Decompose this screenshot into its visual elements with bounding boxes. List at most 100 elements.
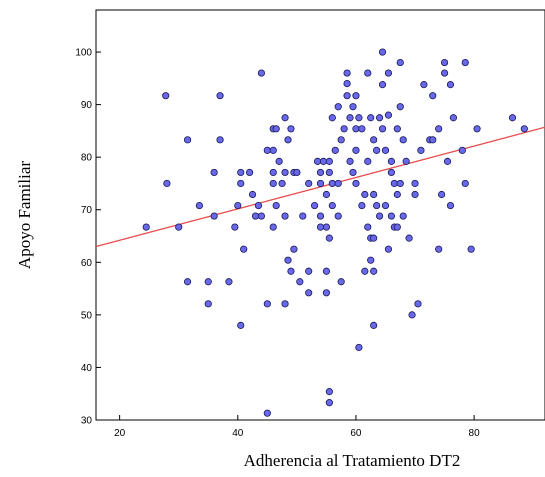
data-point	[210, 212, 218, 220]
data-point	[461, 179, 469, 188]
data-point	[399, 136, 407, 144]
data-point	[319, 157, 328, 165]
data-point	[387, 212, 395, 220]
data-point	[396, 58, 404, 67]
data-point	[284, 136, 292, 144]
data-point	[349, 103, 357, 111]
y-tick-label: 70	[81, 205, 93, 216]
data-point	[305, 179, 313, 188]
data-point	[142, 223, 150, 231]
data-point	[237, 179, 245, 188]
data-point	[361, 267, 369, 275]
data-point	[204, 278, 212, 286]
data-point	[334, 179, 342, 188]
data-point	[358, 125, 366, 133]
data-point	[284, 256, 292, 264]
data-point	[370, 234, 378, 242]
y-tick-label: 90	[81, 100, 93, 111]
data-point	[443, 157, 452, 165]
data-point	[272, 125, 280, 133]
data-point	[384, 111, 393, 119]
y-axis-title: Apoyo Familiar	[15, 161, 34, 269]
data-point	[183, 278, 192, 286]
data-point	[305, 289, 313, 297]
data-point	[402, 157, 410, 165]
data-point	[322, 223, 331, 231]
data-point	[175, 223, 183, 231]
data-point	[352, 125, 360, 133]
data-point	[435, 245, 443, 253]
data-point	[299, 212, 307, 220]
y-tick-label: 40	[81, 363, 93, 374]
data-point	[355, 114, 363, 122]
data-point	[246, 168, 254, 177]
data-point	[393, 223, 401, 231]
data-point	[378, 48, 387, 56]
x-tick-label: 60	[350, 428, 362, 439]
data-point	[429, 136, 437, 144]
data-point	[325, 234, 333, 242]
data-point	[364, 223, 372, 231]
data-point	[305, 267, 313, 275]
data-point	[387, 157, 395, 165]
y-tick-label: 80	[81, 153, 93, 164]
data-point	[263, 409, 271, 417]
data-point	[325, 168, 333, 177]
data-point	[296, 278, 304, 286]
data-point	[316, 168, 325, 177]
data-point	[328, 114, 336, 122]
data-point	[405, 234, 413, 242]
data-point	[337, 278, 345, 286]
data-point	[328, 179, 336, 188]
y-tick-label: 30	[81, 416, 93, 427]
data-point	[378, 125, 387, 133]
data-point	[269, 146, 277, 154]
data-point	[287, 125, 295, 133]
data-point	[349, 168, 357, 177]
data-point	[373, 201, 381, 210]
data-point	[375, 212, 384, 220]
data-point	[370, 136, 378, 144]
data-point	[325, 388, 333, 396]
data-point	[361, 190, 369, 199]
data-point	[337, 136, 345, 144]
x-axis: 20 40 60 80	[114, 415, 480, 439]
data-point	[393, 190, 401, 199]
data-point	[458, 146, 466, 154]
data-point	[370, 321, 378, 329]
data-point	[195, 201, 203, 210]
data-point	[248, 190, 257, 199]
data-point	[367, 114, 375, 122]
data-point	[316, 179, 325, 188]
data-point	[367, 256, 375, 264]
data-point	[411, 190, 419, 199]
data-point	[325, 157, 333, 165]
data-point	[520, 125, 528, 133]
data-point	[446, 201, 455, 210]
data-point	[346, 114, 354, 122]
data-point	[269, 168, 277, 177]
data-point	[231, 223, 239, 231]
y-tick-label: 100	[75, 48, 92, 59]
data-point	[473, 125, 481, 133]
data-point	[162, 92, 170, 100]
data-point	[313, 157, 322, 165]
data-point	[396, 103, 404, 111]
data-point	[334, 103, 342, 111]
data-point	[263, 300, 271, 308]
data-point	[325, 399, 333, 407]
data-point	[461, 58, 469, 67]
data-point	[216, 92, 224, 100]
data-point	[352, 179, 360, 188]
data-point	[275, 157, 283, 165]
data-point	[237, 168, 245, 177]
data-point	[508, 114, 517, 122]
data-point	[387, 168, 395, 177]
data-point	[257, 69, 266, 77]
data-point	[240, 245, 248, 253]
data-point	[254, 201, 263, 210]
data-point	[373, 146, 381, 154]
data-point	[449, 114, 458, 122]
data-point	[355, 343, 363, 352]
